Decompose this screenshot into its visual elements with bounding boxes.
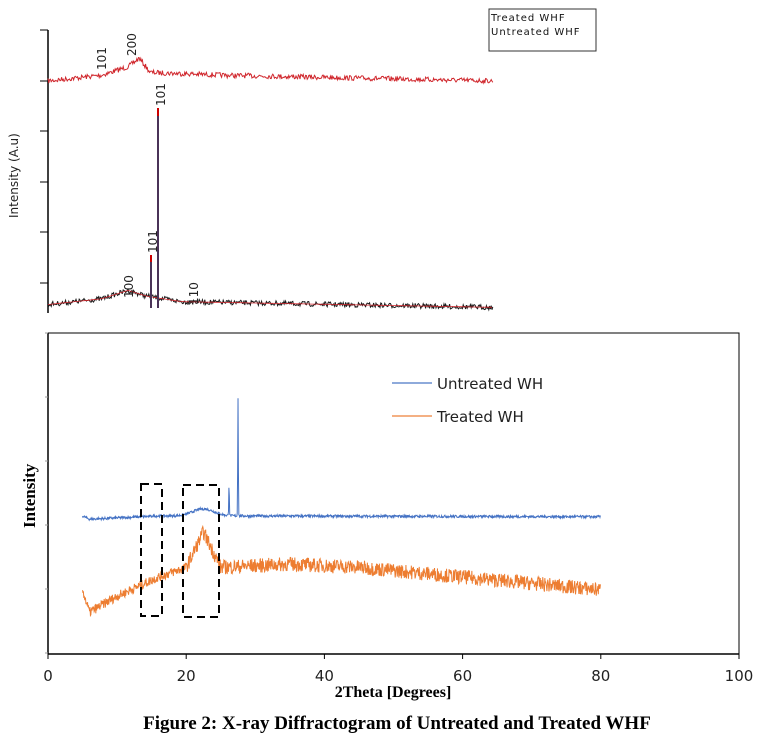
dashed-box-region-1 bbox=[140, 483, 163, 617]
bottom-x-tick-label: 0 bbox=[43, 667, 53, 685]
figure-caption: Figure 2: X-ray Diffractogram of Untreat… bbox=[143, 713, 651, 734]
top-legend: Treated WHF Untreated WHF bbox=[488, 8, 597, 52]
top-legend-entry-treated: Treated WHF bbox=[490, 13, 566, 24]
bottom-x-tick-label: 80 bbox=[591, 667, 610, 685]
top-y-ticks bbox=[40, 29, 48, 284]
bottom-x-tick-label: 40 bbox=[315, 667, 334, 685]
legend-entry-untreated-wh: Untreated WH bbox=[437, 375, 543, 393]
peak-label-untreated-110: 110 bbox=[187, 282, 201, 305]
bottom-y-ticks bbox=[45, 332, 48, 654]
top-series-untreated-whf bbox=[47, 288, 494, 312]
peak-label-untreated-101-major: 101 bbox=[154, 83, 168, 106]
bottom-x-tick-label: 100 bbox=[725, 667, 754, 685]
bottom-x-ticks: 0 20 40 60 80 100 bbox=[43, 654, 753, 685]
top-series-treated-whf bbox=[47, 56, 494, 85]
bottom-series-untreated-wh bbox=[82, 398, 601, 522]
bottom-x-tick-label: 60 bbox=[453, 667, 472, 685]
bottom-series-treated-wh bbox=[82, 524, 601, 618]
peak-label-treated-200: 200 bbox=[125, 33, 139, 56]
peak-label-untreated-101-minor: 101 bbox=[146, 230, 160, 253]
legend-entry-treated-wh: Treated WH bbox=[436, 408, 524, 426]
peak-label-untreated-100: 100 bbox=[122, 275, 136, 298]
bottom-x-tick-label: 20 bbox=[177, 667, 196, 685]
dashed-box-region-2 bbox=[182, 484, 220, 618]
top-y-axis-label: Intensity (A.u) bbox=[7, 133, 21, 218]
top-legend-box bbox=[488, 8, 597, 52]
top-chart: Intensity (A.u) 101 200 101 101 100 110 … bbox=[7, 8, 597, 313]
bottom-chart: 0 20 40 60 80 100 Untreated WH Treated WH Int… bbox=[20, 332, 753, 701]
bottom-x-axis-label: 2Theta [Degrees] bbox=[335, 684, 452, 701]
bottom-y-axis-label: Intensity bbox=[20, 463, 39, 528]
bottom-plot-area bbox=[47, 332, 740, 655]
peak-label-treated-101: 101 bbox=[95, 47, 109, 70]
top-legend-entry-untreated: Untreated WHF bbox=[491, 27, 581, 38]
bottom-legend: Untreated WH Treated WH bbox=[392, 375, 543, 426]
top-series-untreated-fit bbox=[47, 289, 493, 308]
